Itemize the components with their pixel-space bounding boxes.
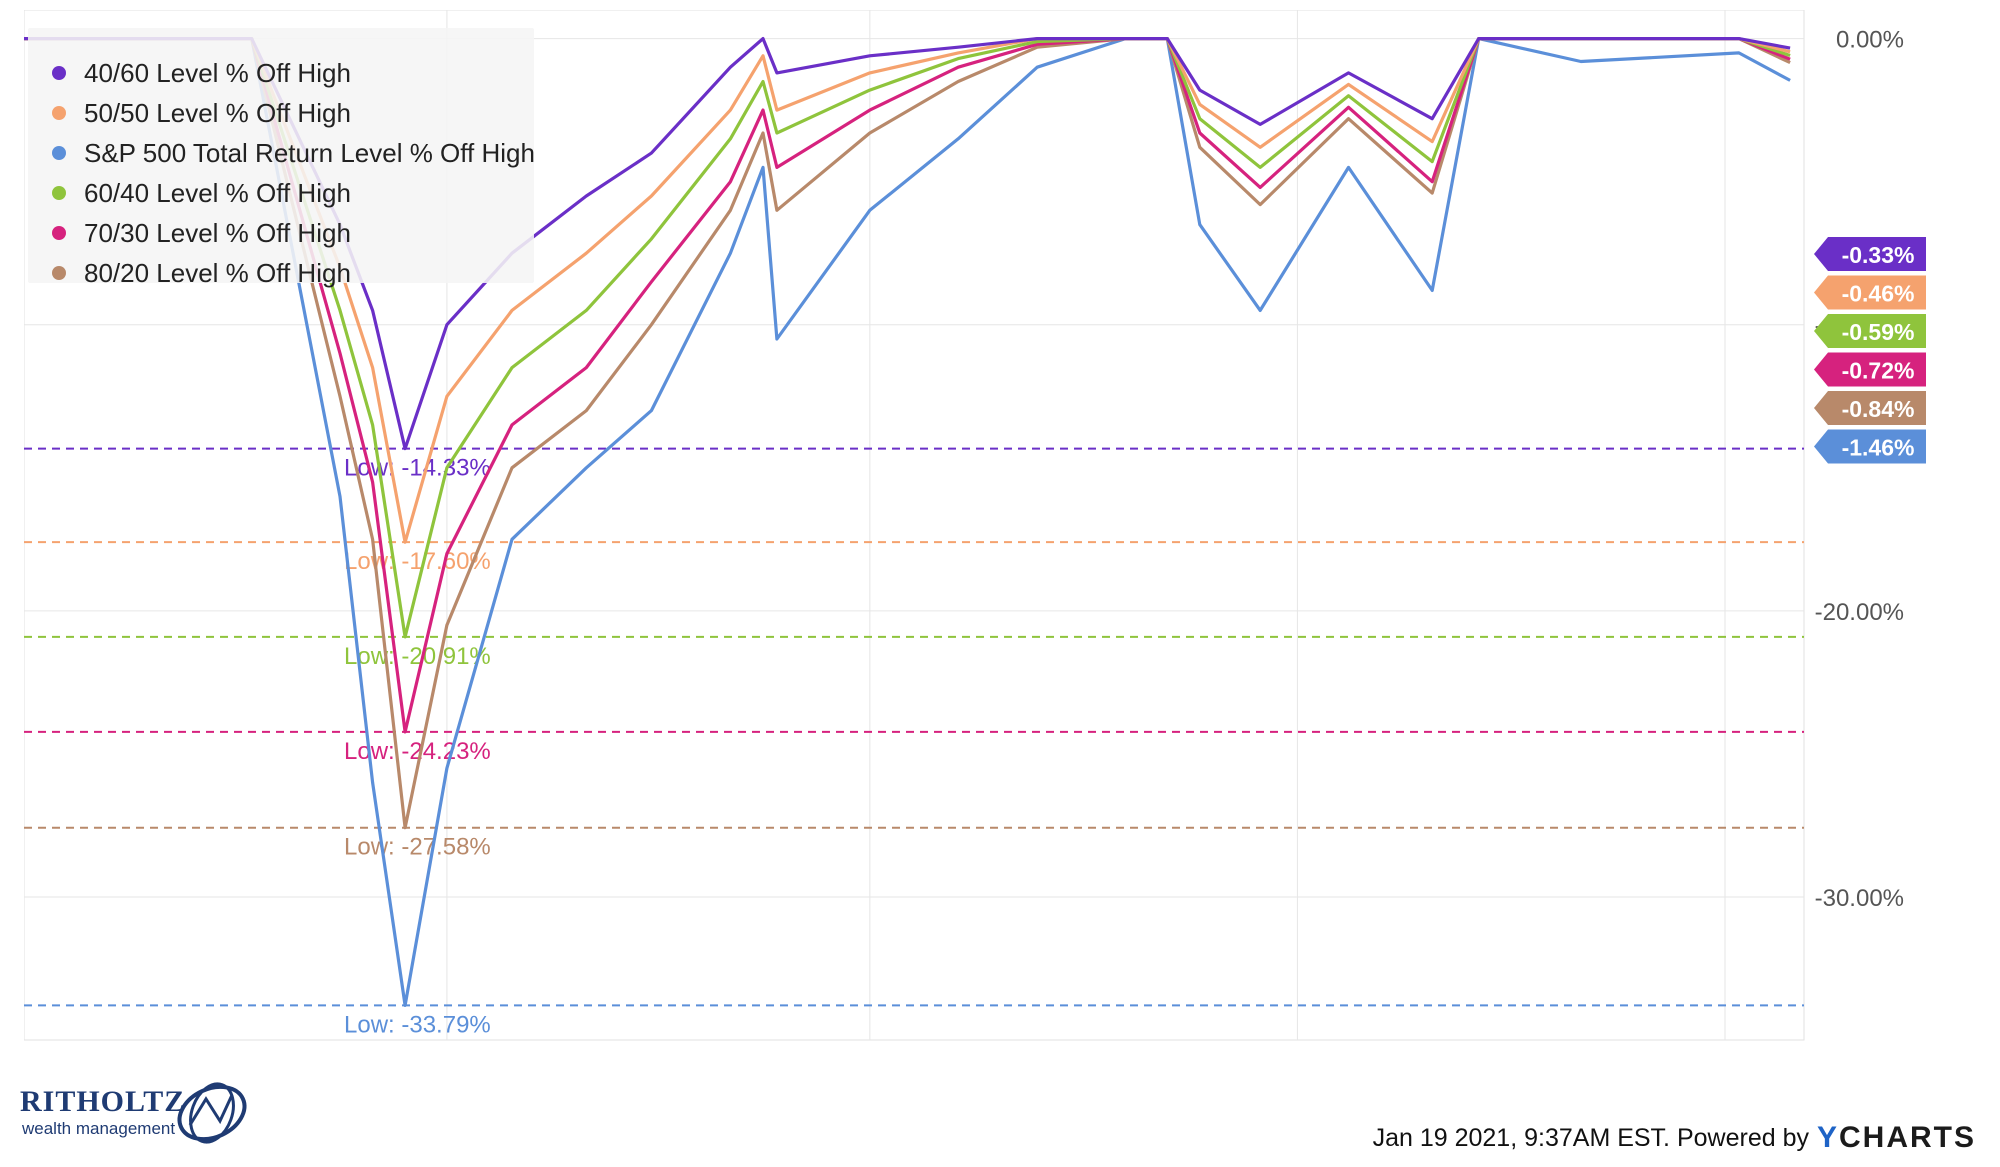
y-tick-label: -20.00%: [1815, 599, 1904, 626]
end-value-tag-bg: [1814, 429, 1926, 464]
end-value-tag: -0.59%: [1814, 314, 1926, 348]
series-line: [24, 37, 1791, 544]
chart-footer: Jan 19 2021, 9:37AM EST. Powered by YCHA…: [1373, 1118, 1976, 1158]
ycharts-brand[interactable]: YCHARTS: [1817, 1121, 1976, 1155]
legend-label: 50/50 Level % Off High: [84, 97, 351, 128]
legend-item-40-60[interactable]: 40/60 Level % Off High: [52, 55, 351, 91]
line-chart: 0.00%-10.00%-20.00%-30.00%Apr '20Jul '20…: [24, 10, 1926, 1041]
legend-item-70-30[interactable]: 70/30 Level % Off High: [52, 215, 351, 251]
legend-marker: [52, 106, 66, 120]
legend-item-60-40[interactable]: 60/40 Level % Off High: [52, 175, 351, 211]
end-value-tag: -0.72%: [1814, 352, 1926, 387]
y-tick-label: 0.00%: [1836, 27, 1904, 54]
low-label: Low: -33.79%: [344, 1011, 491, 1038]
low-label: Low: -20.91%: [344, 643, 491, 670]
end-value-label: -1.46%: [1842, 435, 1915, 461]
end-value-tag-bg: [1814, 275, 1926, 310]
logo-emblem-icon: [177, 1082, 247, 1144]
legend-item-80-20[interactable]: 80/20 Level % Off High: [52, 255, 351, 291]
legend-label: 60/40 Level % Off High: [84, 177, 351, 208]
end-value-label: -0.84%: [1842, 396, 1915, 422]
legend-label: 80/20 Level % Off High: [84, 257, 351, 288]
end-value-tag-bg: [1814, 391, 1926, 425]
brand-rest: CHARTS: [1839, 1121, 1976, 1154]
legend-label: 70/30 Level % Off High: [84, 217, 351, 248]
legend-marker: [52, 66, 66, 80]
end-value-tag: -0.46%: [1814, 275, 1926, 310]
series-line: [24, 37, 1791, 1008]
end-value-tag: -0.84%: [1814, 391, 1926, 425]
brand-y: Y: [1816, 1121, 1839, 1154]
end-value-tag-bg: [1814, 314, 1926, 348]
legend-marker: [52, 186, 66, 200]
chart-legend: 40/60 Level % Off High 50/50 Level % Off…: [28, 28, 535, 288]
end-value-label: -0.46%: [1842, 281, 1915, 307]
series-line: [24, 37, 1791, 734]
series-line: [24, 37, 1791, 451]
legend-label: 40/60 Level % Off High: [84, 57, 351, 88]
legend-marker: [52, 266, 66, 280]
low-label: Low: -27.58%: [344, 834, 491, 861]
end-value-label: -0.59%: [1842, 319, 1915, 345]
legend-marker: [52, 146, 66, 160]
end-value-label: -0.72%: [1842, 358, 1915, 384]
logo-name: RITHOLTZ: [20, 1085, 186, 1118]
end-value-tag-bg: [1814, 352, 1926, 387]
end-value-tag-bg: [1814, 237, 1926, 271]
ritholtz-logo: RITHOLTZ wealth management: [20, 1082, 250, 1145]
chart-area: 0.00%-10.00%-20.00%-30.00%Apr '20Jul '20…: [24, 10, 2000, 1050]
end-value-label: -0.33%: [1842, 242, 1915, 268]
logo-subtitle: wealth management: [22, 1119, 176, 1138]
footer-timestamp: Jan 19 2021, 9:37AM EST. Powered by: [1372, 1123, 1809, 1152]
y-tick-label: -30.00%: [1815, 885, 1904, 912]
legend-marker: [52, 226, 66, 240]
end-value-tag: -0.33%: [1814, 237, 1926, 271]
low-label: Low: -17.60%: [344, 548, 491, 575]
legend-label: S&P 500 Total Return Level % Off High: [84, 137, 535, 168]
plot-frame: [24, 10, 1805, 1041]
series-line: [24, 37, 1791, 639]
series-line: [24, 37, 1791, 830]
legend-item-50-50[interactable]: 50/50 Level % Off High: [52, 95, 351, 131]
legend-item-sp500[interactable]: S&P 500 Total Return Level % Off High: [52, 135, 535, 171]
end-value-tag: -1.46%: [1814, 429, 1926, 464]
